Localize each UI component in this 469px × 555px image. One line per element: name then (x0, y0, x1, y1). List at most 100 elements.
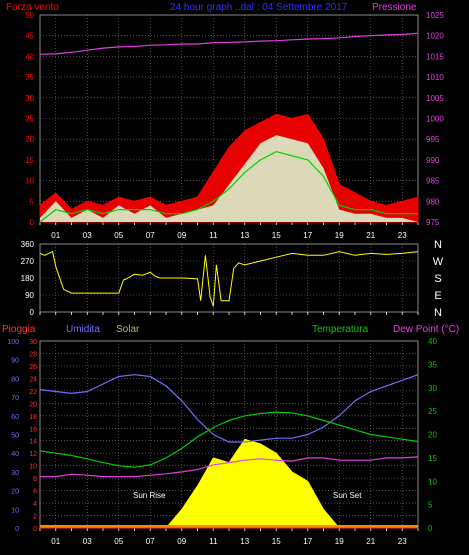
x-tick-label: 03 (83, 537, 92, 546)
temp-axis-tick: 5 (428, 501, 433, 510)
rain-axis-tick: 12 (29, 451, 37, 458)
wind-axis-tick: 45 (25, 32, 34, 41)
rain-axis-tick: 28 (29, 351, 37, 358)
x-tick-label: 19 (335, 537, 344, 546)
wind-axis-tick: 40 (25, 52, 34, 61)
pressure-axis-tick: 985 (426, 177, 440, 186)
direction-axis-tick: 360 (21, 240, 35, 249)
x-tick-label: 05 (114, 537, 123, 546)
wind-axis-tick: 15 (25, 156, 34, 165)
dewpoint-label: Dew Point (°C) (393, 324, 459, 335)
rain-axis-tick: 8 (33, 476, 37, 483)
direction-axis-tick: 90 (25, 291, 34, 300)
x-tick-label: 05 (114, 231, 123, 240)
rain-axis-tick: 24 (29, 376, 37, 383)
pressure-axis-tick: 1000 (426, 115, 444, 124)
humidity-axis-tick: 10 (11, 507, 19, 514)
rain-axis-tick: 0 (33, 526, 37, 533)
x-tick-label: 11 (209, 231, 218, 240)
humidity-axis-tick: 80 (11, 376, 19, 383)
pressure-axis-tick: 1020 (426, 32, 444, 41)
x-tick-label: 07 (146, 537, 155, 546)
wind-axis-tick: 5 (30, 197, 35, 206)
compass-label: N (434, 307, 442, 319)
pressure-label: Pressione (372, 2, 417, 13)
wind-axis-tick: 25 (25, 115, 34, 124)
wind-avg-line (39, 150, 418, 223)
x-tick-label: 23 (398, 537, 407, 546)
pressure-axis-tick: 990 (426, 156, 440, 165)
rain-axis-tick: 30 (29, 339, 37, 346)
wind-axis-tick: 20 (25, 135, 34, 144)
x-tick-label: 01 (51, 537, 60, 546)
humidity-label: Umidita (66, 324, 100, 335)
solar-label: Solar (116, 324, 140, 335)
temp-axis-tick: 40 (428, 337, 437, 346)
dewpoint-line (40, 456, 419, 478)
pressure-axis-tick: 1010 (426, 73, 444, 82)
x-tick-label: 17 (303, 537, 312, 546)
x-tick-label: 13 (240, 537, 249, 546)
wind-force-label: Forza vento (6, 2, 59, 13)
x-tick-label: 09 (177, 231, 186, 240)
x-tick-label: 23 (398, 231, 407, 240)
x-tick-label: 09 (177, 537, 186, 546)
wind-axis-tick: 0 (30, 218, 35, 227)
humidity-axis-tick: 100 (7, 339, 19, 346)
rain-axis-tick: 10 (29, 464, 37, 471)
pressure-line (39, 32, 419, 55)
rain-axis-tick: 18 (29, 414, 37, 421)
x-tick-label: 03 (83, 231, 92, 240)
rain-axis-tick: 26 (29, 364, 37, 371)
rain-axis-tick: 22 (29, 389, 37, 396)
pressure-axis-tick: 980 (426, 197, 440, 206)
humidity-axis-tick: 50 (11, 433, 19, 440)
pressure-axis-tick: 1005 (426, 94, 444, 103)
compass-label: W (433, 256, 444, 268)
pressure-axis-tick: 995 (426, 135, 440, 144)
temp-axis-tick: 20 (428, 431, 437, 440)
rain-axis-tick: 14 (29, 439, 37, 446)
humidity-line (39, 374, 419, 443)
wind-axis-tick: 10 (25, 177, 34, 186)
humidity-axis-tick: 90 (11, 358, 19, 365)
wind-axis-tick: 50 (25, 11, 34, 20)
solar-area (40, 438, 418, 529)
x-tick-label: 13 (240, 231, 249, 240)
wind-axis-tick: 35 (25, 73, 34, 82)
rain-axis-tick: 20 (29, 401, 37, 408)
humidity-axis-tick: 20 (11, 489, 19, 496)
compass-label: S (434, 273, 441, 285)
x-tick-label: 21 (366, 231, 375, 240)
x-tick-label: 15 (272, 231, 281, 240)
pressure-axis-tick: 1015 (426, 52, 444, 61)
rain-label: Pioggia (2, 324, 36, 335)
direction-axis-tick: 0 (30, 308, 35, 317)
rain-bar-baseline (40, 525, 418, 528)
rain-axis-tick: 6 (33, 489, 37, 496)
compass-label: N (434, 239, 442, 251)
pressure-axis-tick: 975 (426, 218, 440, 227)
humidity-axis-tick: 70 (11, 395, 19, 402)
rain-axis-tick: 4 (33, 501, 37, 508)
humidity-axis-tick: 40 (11, 451, 19, 458)
humidity-axis-tick: 0 (15, 526, 19, 533)
sunrise-label: Sun Rise (133, 491, 166, 500)
temp-axis-tick: 35 (428, 360, 437, 369)
wind-axis-tick: 30 (25, 94, 34, 103)
x-tick-label: 07 (146, 231, 155, 240)
x-tick-label: 17 (303, 231, 312, 240)
temp-axis-tick: 15 (428, 454, 437, 463)
x-tick-label: 21 (366, 537, 375, 546)
temp-axis-tick: 10 (428, 477, 437, 486)
wind-direction-line (39, 250, 419, 307)
rain-axis-tick: 16 (29, 426, 37, 433)
compass-label: E (434, 290, 441, 302)
pressure-axis-tick: 1025 (426, 11, 444, 20)
temperature-line (39, 411, 419, 468)
humidity-axis-tick: 60 (11, 414, 19, 421)
x-tick-label: 01 (51, 231, 60, 240)
x-tick-label: 11 (209, 537, 218, 546)
rain-axis-tick: 2 (33, 514, 37, 521)
